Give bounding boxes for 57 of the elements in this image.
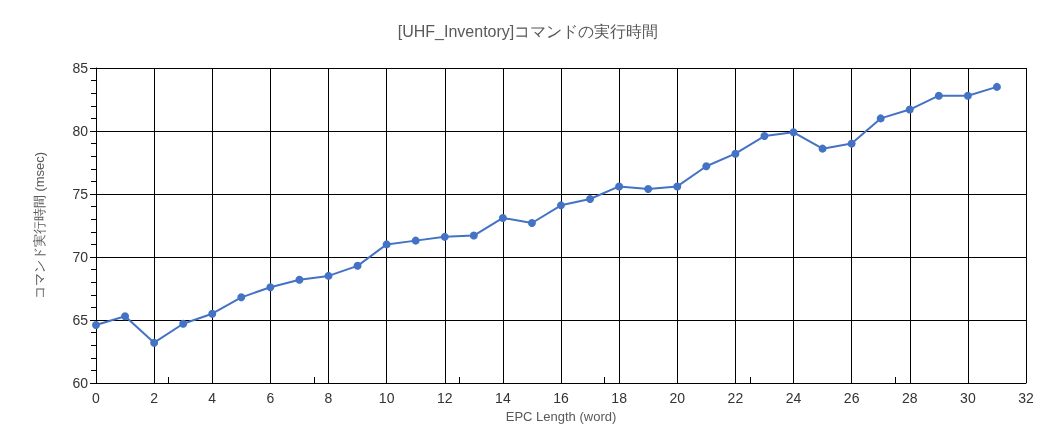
point <box>382 240 391 249</box>
point <box>411 236 420 245</box>
point <box>324 271 333 280</box>
point <box>498 213 507 222</box>
point <box>353 261 362 270</box>
point <box>992 82 1001 91</box>
point <box>789 128 798 137</box>
x-tick-label: 18 <box>611 390 628 406</box>
point <box>586 195 595 204</box>
point <box>179 319 188 328</box>
x-tick-label: 32 <box>1018 390 1034 406</box>
point <box>121 312 130 321</box>
x-tick-label: 10 <box>378 390 395 406</box>
point <box>963 91 972 100</box>
point <box>905 105 914 114</box>
point <box>440 232 449 241</box>
x-tick-label: 8 <box>324 390 333 406</box>
x-tick-label: 30 <box>960 390 976 406</box>
x-tick-label: 24 <box>785 390 802 406</box>
x-axis-title: EPC Length (word) <box>505 408 617 424</box>
point <box>847 139 856 148</box>
point <box>469 231 478 240</box>
x-tick-label: 28 <box>901 390 918 406</box>
point <box>208 309 217 318</box>
x-tick-label: 6 <box>266 390 275 406</box>
point <box>266 283 275 292</box>
y-tick-label: 80 <box>72 123 89 139</box>
y-tick-label: 85 <box>72 60 89 76</box>
y-tick-label: 75 <box>72 186 89 202</box>
point <box>673 182 682 191</box>
point <box>237 293 246 302</box>
y-axis-title: コマンド実行時間 (msec) <box>32 151 47 300</box>
y-tick-label: 60 <box>72 375 89 391</box>
x-tick-label: 22 <box>727 390 744 406</box>
x-tick-label: 4 <box>208 390 217 406</box>
x-tick-label: 12 <box>436 390 453 406</box>
point <box>150 338 159 347</box>
point <box>876 114 885 123</box>
x-tick-label: 16 <box>553 390 569 406</box>
point <box>760 132 769 141</box>
point <box>731 149 740 158</box>
x-tick-label: 14 <box>495 390 511 406</box>
y-tick-label: 65 <box>72 312 89 328</box>
point <box>527 218 536 227</box>
point <box>644 184 653 193</box>
y-tick-label: 70 <box>72 249 89 265</box>
point <box>557 201 565 210</box>
x-tick-label: 20 <box>669 390 686 406</box>
point <box>702 162 711 171</box>
point <box>934 91 943 100</box>
x-tick-label: 26 <box>843 390 860 406</box>
point <box>615 182 624 191</box>
point <box>818 144 827 153</box>
chart-title: [UHF_Inventory]コマンドの実行時間 <box>397 22 659 41</box>
x-tick-label: 2 <box>150 390 159 406</box>
x-tick-label: 0 <box>92 390 101 406</box>
point <box>295 275 304 284</box>
